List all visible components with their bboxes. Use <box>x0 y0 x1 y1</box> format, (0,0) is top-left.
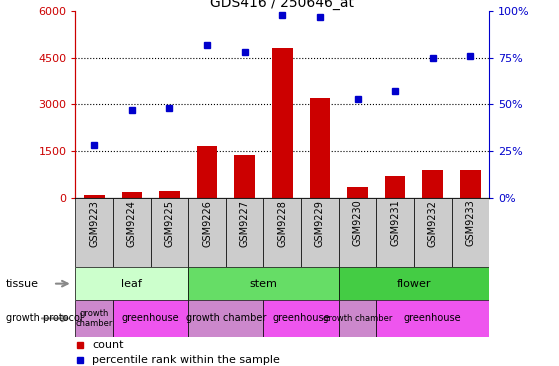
Text: stem: stem <box>249 279 277 289</box>
Bar <box>339 267 489 300</box>
Bar <box>460 170 481 198</box>
Bar <box>339 198 376 267</box>
Text: percentile rank within the sample: percentile rank within the sample <box>92 355 280 365</box>
Bar <box>197 146 217 198</box>
Bar <box>113 300 188 337</box>
Text: GSM9229: GSM9229 <box>315 200 325 247</box>
Text: GSM9230: GSM9230 <box>353 200 362 246</box>
Text: greenhouse: greenhouse <box>122 313 179 324</box>
Text: growth protocol: growth protocol <box>6 313 82 324</box>
Bar <box>159 191 180 198</box>
Text: growth chamber: growth chamber <box>323 314 392 323</box>
Bar <box>75 267 188 300</box>
Bar <box>385 176 405 198</box>
Text: GSM9223: GSM9223 <box>89 200 100 247</box>
Bar <box>310 98 330 198</box>
Text: GSM9225: GSM9225 <box>164 200 174 247</box>
Text: count: count <box>92 340 124 350</box>
Bar <box>188 198 226 267</box>
Title: GDS416 / 250646_at: GDS416 / 250646_at <box>210 0 354 10</box>
Text: GSM9228: GSM9228 <box>277 200 287 247</box>
Bar <box>347 187 368 198</box>
Text: GSM9231: GSM9231 <box>390 200 400 246</box>
Bar <box>263 198 301 267</box>
Bar <box>301 198 339 267</box>
Bar <box>423 170 443 198</box>
Bar <box>75 198 113 267</box>
Text: flower: flower <box>397 279 431 289</box>
Text: GSM9233: GSM9233 <box>465 200 475 246</box>
Bar <box>188 300 263 337</box>
Bar <box>84 195 105 198</box>
Bar <box>263 300 339 337</box>
Bar <box>376 198 414 267</box>
Bar <box>75 300 113 337</box>
Text: GSM9226: GSM9226 <box>202 200 212 247</box>
Bar <box>452 198 489 267</box>
Bar <box>272 48 293 198</box>
Text: GSM9224: GSM9224 <box>127 200 137 247</box>
Bar <box>414 198 452 267</box>
Bar <box>234 155 255 198</box>
Bar <box>151 198 188 267</box>
Text: GSM9232: GSM9232 <box>428 200 438 247</box>
Text: leaf: leaf <box>121 279 143 289</box>
Bar <box>188 267 339 300</box>
Text: greenhouse: greenhouse <box>404 313 462 324</box>
Bar <box>113 198 151 267</box>
Bar <box>339 300 376 337</box>
Text: tissue: tissue <box>6 279 39 289</box>
Bar <box>376 300 489 337</box>
Bar <box>226 198 263 267</box>
Text: greenhouse: greenhouse <box>272 313 330 324</box>
Bar <box>121 192 142 198</box>
Text: growth chamber: growth chamber <box>186 313 266 324</box>
Text: growth
chamber: growth chamber <box>75 309 113 328</box>
Text: GSM9227: GSM9227 <box>240 200 250 247</box>
